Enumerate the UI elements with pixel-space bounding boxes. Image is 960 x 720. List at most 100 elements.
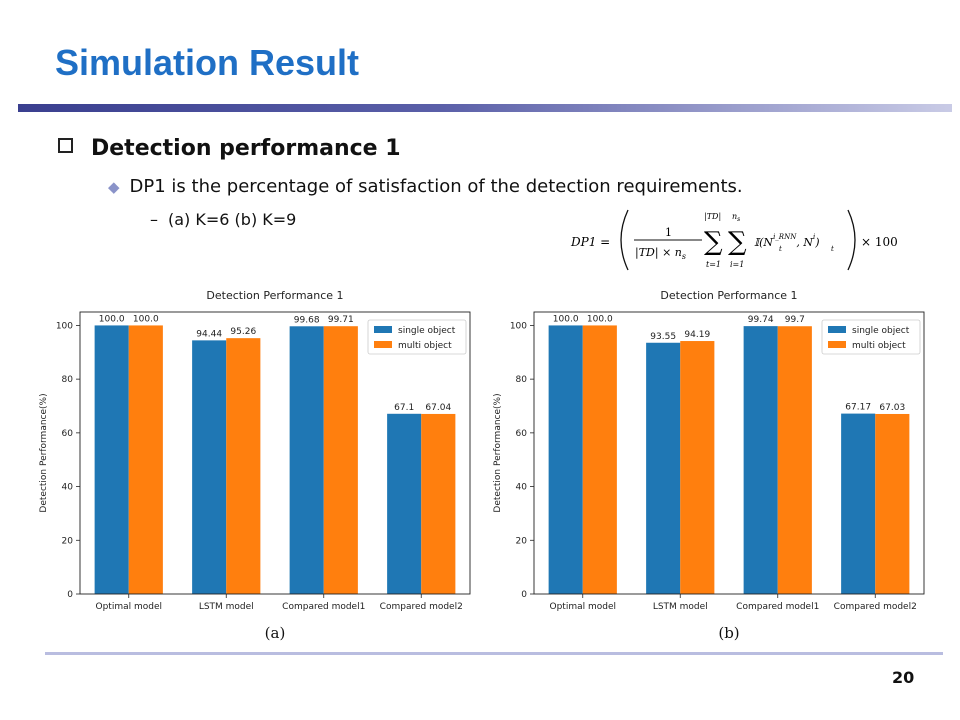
data-label: 99.7	[785, 315, 805, 325]
bar-multi-4	[875, 413, 910, 594]
legend-swatch	[374, 341, 392, 348]
chart-b: Detection Performance 1 0 20 40 60 80 100 100.0…	[493, 289, 925, 642]
bar-multi-1	[128, 325, 163, 594]
data-label: 99.74	[748, 315, 774, 325]
y-tick-label: 80	[516, 375, 528, 385]
bar-multi-4	[421, 413, 456, 594]
x-tick-label: Compared model2	[834, 602, 917, 612]
chart-title: Detection Performance 1	[206, 289, 343, 302]
bullet-level2: ◆ DP1 is the percentage of satisfaction o…	[108, 176, 743, 197]
y-axis-label: Detection Performance(%)	[39, 393, 49, 512]
legend-label: multi object	[398, 341, 452, 351]
data-label: 100.0	[133, 314, 159, 324]
chart-caption: (b)	[718, 624, 739, 642]
square-bullet-icon	[58, 138, 73, 153]
data-label: 94.19	[684, 330, 710, 340]
data-label: 100.0	[553, 314, 579, 324]
data-label: 95.26	[230, 327, 256, 337]
bullet-level1: Detection performance 1	[58, 136, 401, 161]
formula-left-paren	[620, 209, 629, 271]
y-tick-label: 40	[62, 483, 74, 493]
data-label: 94.44	[196, 329, 222, 339]
x-tick-label: LSTM model	[199, 602, 254, 612]
dp1-formula: DP1 = 1 |TD| × ns |TD| ∑ t=1 ns ∑ i=1 𝕀(…	[570, 209, 898, 271]
bar-single-2	[646, 342, 681, 594]
y-tick-label: 40	[516, 483, 528, 493]
data-label: 99.71	[328, 315, 354, 325]
data-label: 93.55	[650, 332, 676, 342]
bullet-level2-text: DP1 is the percentage of satisfaction of…	[129, 176, 743, 197]
data-label: 67.04	[425, 403, 451, 413]
formula-sum2-top: ns	[732, 212, 740, 223]
data-label: 67.1	[394, 403, 414, 413]
bullet-level3-text: (a) K=6 (b) K=9	[168, 210, 297, 229]
y-tick-label: 0	[521, 590, 527, 600]
diamond-bullet-icon: ◆	[108, 178, 120, 196]
bar-multi-3	[323, 326, 358, 594]
x-tick-label: Compared model1	[736, 602, 819, 612]
data-label: 100.0	[99, 314, 125, 324]
formula-right-paren	[847, 209, 856, 271]
formula-sum1-bottom: t=1	[706, 260, 721, 269]
plot-frame	[533, 311, 925, 595]
y-tick-label: 80	[62, 375, 74, 385]
formula-numerator: 1	[665, 226, 672, 239]
formula-indicator-term: 𝕀(Ni_RNN, Ni)	[754, 233, 820, 249]
formula-sum1-top: |TD|	[704, 212, 721, 221]
chart-caption: (a)	[265, 624, 286, 642]
data-label: 99.68	[294, 315, 320, 325]
bar-single-1	[548, 325, 583, 594]
legend-swatch	[374, 326, 392, 333]
y-tick-label: 20	[62, 536, 74, 546]
plot-frame	[79, 311, 471, 595]
bar-single-1	[94, 325, 129, 594]
y-tick-label: 20	[516, 536, 528, 546]
formula-sub-t2: t	[831, 245, 834, 253]
data-label: 67.03	[879, 403, 905, 413]
y-tick-label: 60	[62, 429, 74, 439]
title-divider	[18, 104, 952, 112]
bar-single-3	[289, 326, 324, 594]
bullet-level3: – (a) K=6 (b) K=9	[150, 210, 296, 229]
x-tick-label: LSTM model	[653, 602, 708, 612]
data-label: 100.0	[587, 314, 613, 324]
bar-single-4	[387, 413, 422, 594]
bar-single-2	[192, 340, 227, 594]
formula-times-100: × 100	[861, 235, 898, 249]
formula-sum2-bottom: i=1	[730, 260, 744, 269]
chart-title: Detection Performance 1	[660, 289, 797, 302]
legend-label: multi object	[852, 341, 906, 351]
bar-multi-2	[680, 341, 715, 594]
legend-label: single object	[398, 326, 456, 336]
bar-single-3	[743, 326, 778, 594]
bar-single-4	[841, 413, 876, 594]
formula-lhs: DP1 =	[570, 235, 610, 249]
formula-denominator: |TD| × ns	[635, 246, 686, 261]
formula-sub-t1: t	[779, 245, 782, 253]
footer-divider	[45, 652, 943, 655]
y-tick-label: 100	[510, 321, 527, 331]
legend-swatch	[828, 341, 846, 348]
legend-box	[821, 319, 921, 355]
x-tick-label: Compared model1	[282, 602, 365, 612]
page-number: 20	[892, 668, 915, 687]
y-tick-label: 60	[516, 429, 528, 439]
dash-bullet-icon: –	[150, 210, 158, 229]
y-axis-label: Detection Performance(%)	[493, 393, 503, 512]
bar-multi-2	[226, 338, 261, 594]
bar-multi-1	[582, 325, 617, 594]
x-tick-label: Compared model2	[380, 602, 463, 612]
legend-box	[367, 319, 467, 355]
legend-label: single object	[852, 326, 910, 336]
x-tick-label: Optimal model	[96, 602, 163, 612]
formula-sum2-sign: ∑	[728, 227, 747, 257]
x-tick-label: Optimal model	[550, 602, 617, 612]
legend-swatch	[828, 326, 846, 333]
y-tick-label: 0	[67, 590, 73, 600]
slide-title: Simulation Result	[55, 42, 360, 83]
y-tick-label: 100	[56, 321, 73, 331]
bar-multi-3	[777, 326, 812, 594]
chart-a: Detection Performance 1 0 20 40 60 80 100 100.0…	[39, 289, 471, 642]
formula-sum1-sign: ∑	[704, 227, 723, 257]
data-label: 67.17	[845, 403, 871, 413]
